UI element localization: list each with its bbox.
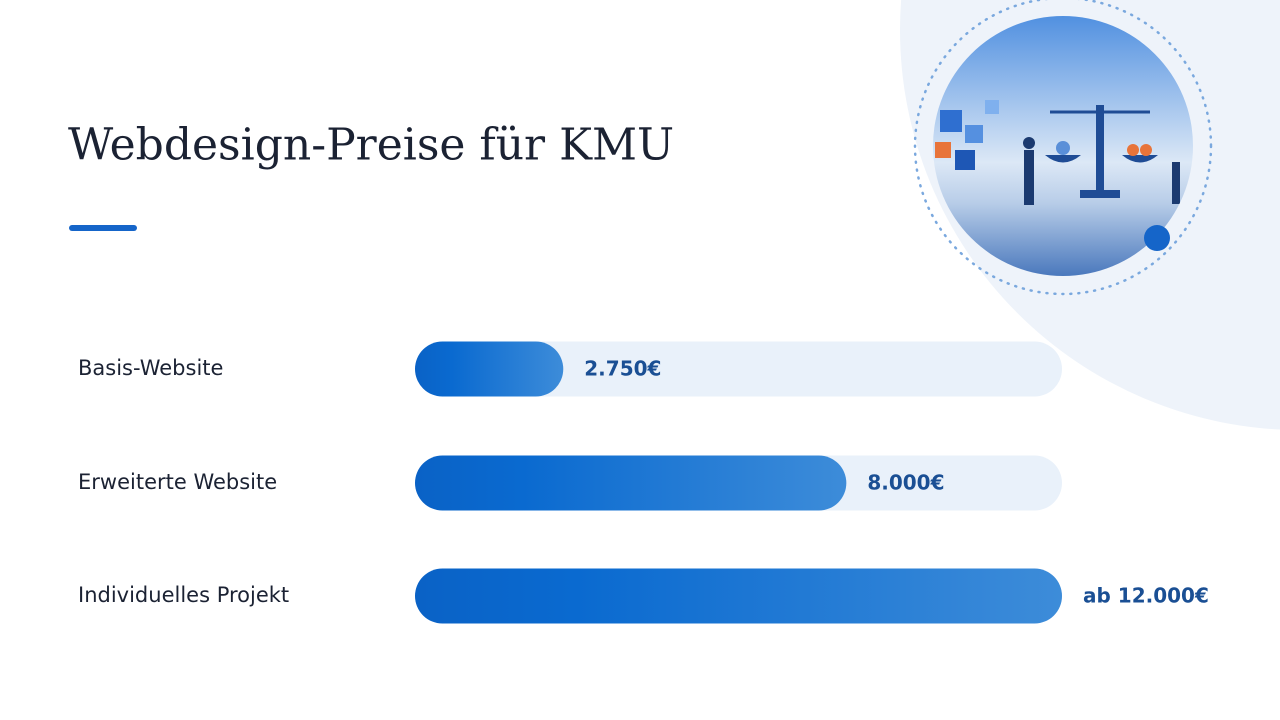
- category-label: Erweiterte Website: [78, 470, 277, 494]
- value-label: ab 12.000€: [1083, 584, 1209, 608]
- category-label: Individuelles Projekt: [78, 583, 289, 607]
- bar: [415, 455, 847, 511]
- bar-track: [415, 341, 1062, 397]
- bar: [415, 568, 1062, 624]
- accent-dot: [1144, 225, 1170, 251]
- title-underline: [69, 225, 137, 231]
- dotted-ring: [913, 0, 1213, 296]
- value-label: 2.750€: [584, 357, 661, 381]
- value-label: 8.000€: [867, 471, 944, 495]
- category-label: Basis-Website: [78, 356, 223, 380]
- slide-title: Webdesign-Preise für KMU: [68, 120, 674, 171]
- bar: [415, 341, 564, 397]
